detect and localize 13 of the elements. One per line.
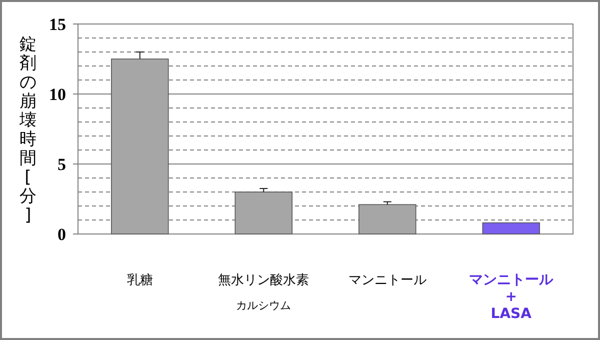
x-tick-label: マンニトール [348,273,426,288]
text: 錠剤の崩壊時間[分] [20,34,36,226]
x-tick-label: 乳糖 [126,273,153,288]
x-tick-label: マンニトール + LASA [469,272,554,322]
bar [482,222,540,234]
x-tick-label: 無水リン酸水素カルシウム [218,273,310,312]
bar [234,192,292,234]
y-tick-label: 0 [58,225,66,244]
y-tick-label: 10 [49,85,66,104]
y-tick-label: 15 [49,15,66,34]
y-tick-label: 5 [58,155,66,174]
bar [358,204,416,234]
bar [111,58,169,234]
